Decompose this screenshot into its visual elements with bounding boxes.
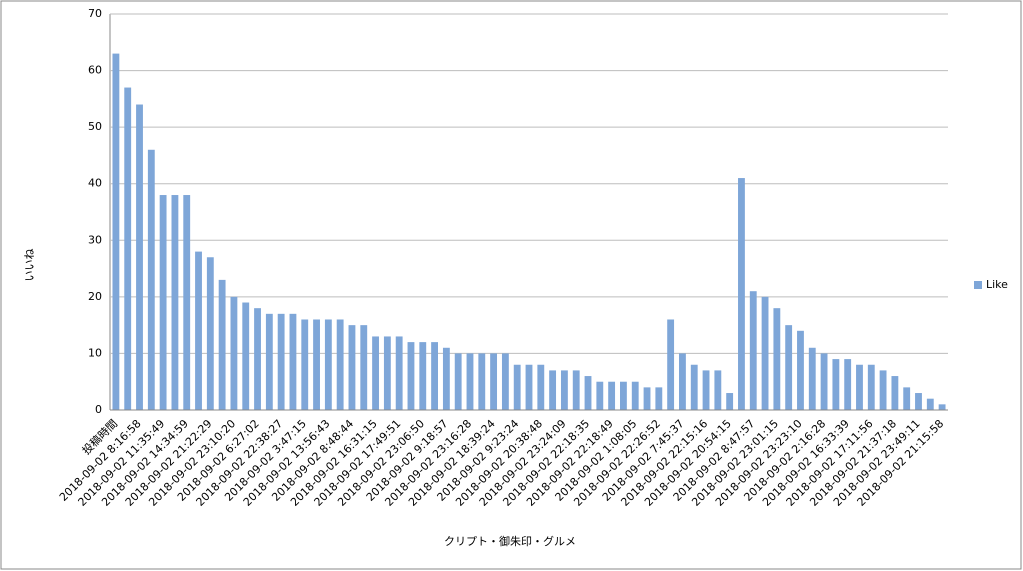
- bar: [395, 336, 403, 410]
- bar: [572, 370, 580, 410]
- y-tick-label: 60: [88, 64, 102, 77]
- bar: [867, 364, 875, 410]
- bar: [348, 325, 356, 410]
- bar: [726, 393, 734, 410]
- y-tick-label: 20: [88, 290, 102, 303]
- bar: [136, 104, 143, 410]
- bar: [254, 308, 261, 410]
- bar: [655, 387, 663, 410]
- bar: [679, 353, 686, 410]
- bar: [749, 291, 757, 410]
- bar: [466, 353, 474, 410]
- bar: [761, 296, 769, 410]
- y-tick-label: 40: [88, 177, 102, 190]
- bar: [478, 353, 486, 410]
- bar: [277, 313, 285, 410]
- bar: [608, 381, 616, 410]
- bar: [915, 393, 922, 410]
- bar: [856, 364, 863, 410]
- bar: [702, 370, 710, 410]
- legend-swatch: [974, 281, 982, 289]
- bar: [407, 342, 415, 410]
- bar: [419, 342, 427, 410]
- bar: [124, 87, 132, 411]
- bar: [903, 387, 911, 410]
- bar: [265, 313, 273, 410]
- bar: [785, 325, 793, 410]
- bar: [773, 308, 781, 410]
- bar: [112, 53, 120, 410]
- bar: [690, 364, 698, 410]
- bar: [926, 398, 934, 410]
- bar: [714, 370, 722, 410]
- bar: [891, 376, 899, 410]
- bar: [501, 353, 509, 410]
- y-tick-label: 50: [88, 120, 102, 133]
- bar: [820, 353, 828, 410]
- bar: [372, 336, 379, 410]
- bar: [560, 370, 568, 410]
- bar: [171, 195, 179, 410]
- bar: [619, 381, 627, 410]
- bar: [797, 330, 804, 410]
- y-axis-label: いいね: [23, 249, 36, 282]
- bar: [643, 387, 651, 410]
- bar: [525, 364, 533, 410]
- bar: [513, 364, 521, 410]
- bar: [596, 381, 604, 410]
- bar: [336, 319, 344, 410]
- y-tick-label: 70: [88, 7, 102, 20]
- y-tick-label: 30: [88, 233, 102, 246]
- bar: [490, 353, 498, 410]
- bar: [808, 347, 816, 410]
- bar: [289, 313, 297, 410]
- bar: [206, 257, 214, 410]
- bar: [584, 376, 592, 410]
- bar: [667, 319, 675, 410]
- legend-label: Like: [986, 278, 1008, 291]
- bar: [242, 302, 250, 410]
- bar: [301, 319, 309, 410]
- bar: [218, 279, 226, 410]
- bar: [360, 325, 368, 410]
- bar: [442, 347, 450, 410]
- bar: [147, 149, 155, 410]
- bar: [183, 195, 191, 410]
- bar: [844, 359, 852, 410]
- bar: [431, 342, 439, 410]
- bar: [938, 404, 946, 410]
- bar: [454, 353, 462, 410]
- bar: [159, 195, 167, 410]
- y-tick-label: 10: [88, 346, 102, 359]
- bar: [832, 359, 840, 410]
- bar: [549, 370, 557, 410]
- bar: [738, 178, 745, 410]
- bar: [313, 319, 320, 410]
- x-axis-label: クリプト・御朱印・グルメ: [444, 534, 576, 548]
- y-tick-label: 0: [95, 403, 102, 416]
- bar: [324, 319, 332, 410]
- bar: [537, 364, 545, 410]
- bar: [383, 336, 391, 410]
- bar: [631, 381, 639, 410]
- bar: [230, 296, 238, 410]
- bar: [879, 370, 887, 410]
- bar: [195, 251, 202, 410]
